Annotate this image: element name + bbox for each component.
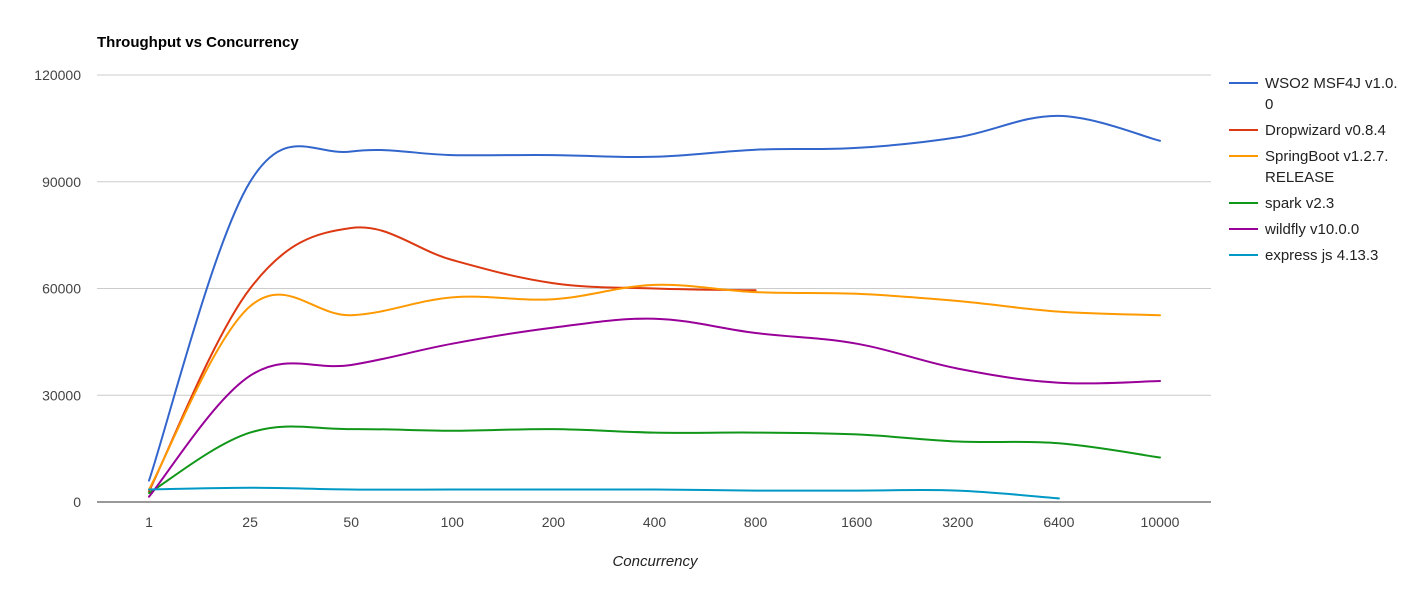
y-axis-tick-labels: 0 30000 60000 90000 120000 [34, 67, 81, 510]
series-line-4 [148, 317, 1161, 498]
x-tick-label: 400 [643, 514, 667, 530]
x-axis-title: Concurrency [612, 553, 699, 570]
y-tick-label: 30000 [42, 387, 81, 403]
legend-label: RELEASE [1265, 169, 1334, 186]
x-tick-label: 100 [441, 514, 465, 530]
legend: WSO2 MSF4J v1.0. 0 Dropwizard v0.8.4 Spring… [1229, 75, 1398, 264]
series-line-2 [148, 283, 1161, 491]
legend-label: spark v2.3 [1265, 195, 1334, 212]
y-tick-label: 60000 [42, 281, 81, 297]
legend-label: Dropwizard v0.8.4 [1265, 122, 1386, 139]
y-tick-label: 90000 [42, 174, 81, 190]
series-line-1 [148, 226, 757, 493]
x-tick-label: 3200 [942, 514, 973, 530]
x-tick-label: 6400 [1043, 514, 1074, 530]
x-tick-label: 1 [145, 514, 153, 530]
x-tick-label: 10000 [1141, 514, 1180, 530]
y-tick-label: 120000 [34, 67, 81, 83]
legend-label: wildfly v10.0.0 [1264, 221, 1359, 238]
gridlines [97, 74, 1211, 396]
chart-title: Throughput vs Concurrency [97, 34, 299, 51]
x-tick-label: 200 [542, 514, 566, 530]
x-axis-tick-labels: 1 25 50 100 200 400 800 1600 3200 6400 10000 [145, 514, 1180, 530]
x-tick-label: 1600 [841, 514, 872, 530]
legend-label: express js 4.13.3 [1265, 247, 1378, 264]
legend-label: SpringBoot v1.2.7. [1265, 148, 1388, 165]
series-lines [148, 114, 1161, 500]
legend-label: WSO2 MSF4J v1.0. [1265, 75, 1398, 92]
x-tick-label: 25 [242, 514, 258, 530]
legend-label: 0 [1265, 96, 1273, 113]
y-tick-label: 0 [73, 494, 81, 510]
series-line-3 [148, 425, 1161, 495]
x-tick-label: 800 [744, 514, 768, 530]
series-line-5 [148, 486, 1060, 500]
x-tick-label: 50 [343, 514, 359, 530]
series-line-0 [148, 114, 1161, 482]
